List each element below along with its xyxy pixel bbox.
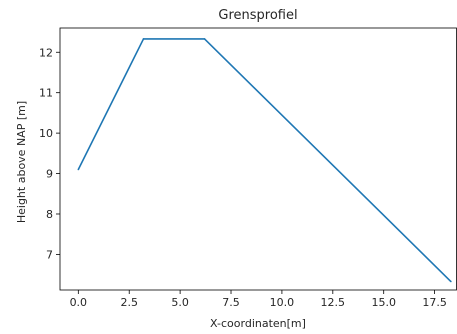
x-tick-label: 12.5 xyxy=(321,296,346,309)
y-axis-title: Height above NAP [m] xyxy=(15,101,28,223)
x-tick-label: 5.0 xyxy=(171,296,189,309)
y-tick-label: 9 xyxy=(46,168,53,181)
series-line xyxy=(77,38,452,283)
x-tick-label: 15.0 xyxy=(371,296,396,309)
x-tick-label: 10.0 xyxy=(270,296,295,309)
chart-title: Grensprofiel xyxy=(218,8,297,23)
y-tick-label: 8 xyxy=(46,208,53,221)
x-axis-ticks: 0.0 2.5 5.0 7.5 10.0 12.5 15.0 17.5 xyxy=(70,290,447,309)
plot-area xyxy=(77,38,452,283)
data-point xyxy=(450,280,452,283)
y-tick-label: 10 xyxy=(39,127,53,140)
y-tick-label: 7 xyxy=(46,248,53,261)
data-point xyxy=(203,38,206,40)
x-axis-title: X-coordinaten[m] xyxy=(210,317,306,330)
x-tick-label: 2.5 xyxy=(120,296,138,309)
data-point xyxy=(142,38,145,40)
x-tick-label: 17.5 xyxy=(422,296,447,309)
data-point xyxy=(77,168,80,171)
y-axis-ticks: 7 8 9 10 11 12 xyxy=(39,46,60,261)
y-tick-label: 11 xyxy=(39,87,53,100)
x-tick-label: 0.0 xyxy=(70,296,88,309)
x-tick-label: 7.5 xyxy=(222,296,240,309)
y-tick-label: 12 xyxy=(39,46,53,59)
plot-frame xyxy=(59,27,457,291)
